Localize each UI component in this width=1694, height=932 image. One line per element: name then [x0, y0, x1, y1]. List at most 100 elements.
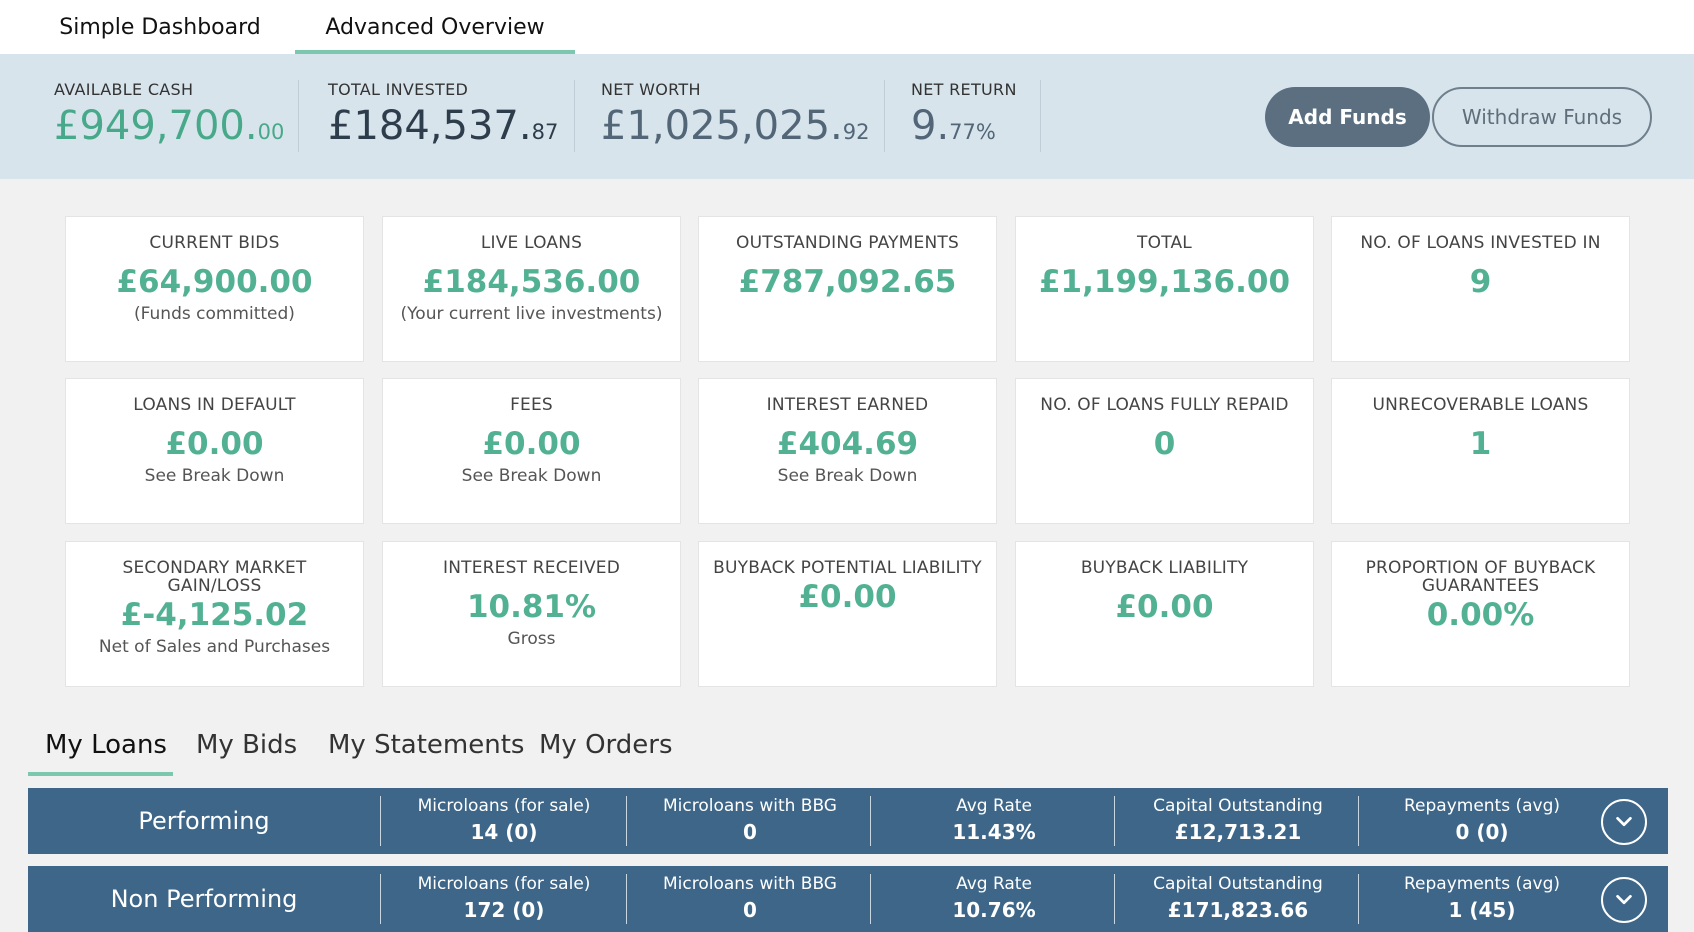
- tab-my-bids[interactable]: My Bids: [196, 730, 298, 760]
- loan-col-header: Repayments (avg): [1403, 796, 1561, 816]
- card-value: 10.81%: [466, 589, 597, 625]
- loan-col-capital-outstanding: Capital Outstanding £171,823.66: [1116, 866, 1360, 932]
- loan-row-performing[interactable]: Performing Microloans (for sale) 14 (0) …: [28, 788, 1668, 854]
- card-title: PROPORTION OF BUYBACK GUARANTEES: [1365, 558, 1596, 596]
- divider: [380, 796, 381, 846]
- loan-col-header: Microloans with BBG: [662, 874, 837, 894]
- active-tab-indicator: [28, 772, 173, 776]
- divider: [574, 80, 575, 152]
- loan-col-header: Avg Rate: [956, 796, 1032, 816]
- card-loans-in-default: LOANS IN DEFAULT £0.00 See Break Down: [65, 378, 364, 524]
- divider: [626, 796, 627, 846]
- divider: [1358, 796, 1359, 846]
- total-invested-main: £184,537.: [328, 103, 532, 149]
- loan-col-value: 0: [743, 898, 757, 922]
- net-return-value: 9.77%: [911, 103, 1017, 149]
- card-title: LOANS IN DEFAULT: [133, 395, 296, 415]
- card-current-bids: CURRENT BIDS £64,900.00 (Funds committed…: [65, 216, 364, 362]
- card-buyback-guarantees: PROPORTION OF BUYBACK GUARANTEES 0.00%: [1331, 541, 1630, 687]
- total-invested-decimal: 87: [531, 120, 559, 144]
- total-invested-label: TOTAL INVESTED: [328, 80, 469, 99]
- loan-col-header: Microloans with BBG: [662, 796, 837, 816]
- card-value: £787,092.65: [738, 264, 957, 300]
- net-worth-stat: NET WORTH £1,025,025.92: [601, 80, 869, 152]
- card-interest-earned: INTEREST EARNED £404.69 See Break Down: [698, 378, 997, 524]
- divider: [1114, 874, 1115, 924]
- loan-row-title: Performing: [138, 807, 270, 835]
- total-invested-stat: TOTAL INVESTED £184,537.87: [328, 80, 558, 152]
- divider: [626, 874, 627, 924]
- card-subtitle: Net of Sales and Purchases: [98, 637, 331, 657]
- tab-my-statements[interactable]: My Statements: [328, 730, 525, 760]
- loan-col-header: Capital Outstanding: [1153, 874, 1323, 894]
- tab-simple-dashboard[interactable]: Simple Dashboard: [59, 14, 261, 40]
- card-value: £0.00: [482, 426, 581, 462]
- total-invested-value: £184,537.87: [328, 103, 558, 149]
- divider: [380, 874, 381, 924]
- see-break-down-link[interactable]: See Break Down: [777, 466, 918, 486]
- card-outstanding-payments: OUTSTANDING PAYMENTS £787,092.65: [698, 216, 997, 362]
- loan-col-microloans-bbg: Microloans with BBG 0: [628, 866, 872, 932]
- divider: [1114, 796, 1115, 846]
- loan-col-avg-rate: Avg Rate 11.43%: [872, 788, 1116, 854]
- loan-col-header: Microloans (for sale): [417, 796, 591, 816]
- card-value: 0: [1153, 426, 1176, 462]
- loan-row-non-performing[interactable]: Non Performing Microloans (for sale) 172…: [28, 866, 1668, 932]
- see-break-down-link[interactable]: See Break Down: [461, 466, 602, 486]
- expand-toggle-button[interactable]: [1601, 799, 1647, 845]
- available-cash-stat: AVAILABLE CASH £949,700.00: [54, 80, 284, 152]
- card-value: £64,900.00: [116, 264, 313, 300]
- expand-toggle-button[interactable]: [1601, 877, 1647, 923]
- withdraw-funds-button[interactable]: Withdraw Funds: [1432, 87, 1652, 147]
- divider: [870, 796, 871, 846]
- card-value: £184,536.00: [422, 264, 641, 300]
- card-title: BUYBACK LIABILITY: [1080, 558, 1249, 578]
- card-title: INTEREST RECEIVED: [442, 558, 621, 578]
- card-value: £0.00: [165, 426, 264, 462]
- divider: [298, 80, 299, 152]
- loan-col-avg-rate: Avg Rate 10.76%: [872, 866, 1116, 932]
- card-title: FEES: [510, 395, 553, 415]
- view-tabs: Simple Dashboard Advanced Overview: [0, 0, 1694, 54]
- net-return-decimal: 77%: [949, 120, 996, 144]
- loan-col-value: 14 (0): [470, 820, 538, 844]
- loan-col-value: 11.43%: [952, 820, 1036, 844]
- card-title: TOTAL: [1137, 233, 1192, 253]
- divider: [884, 80, 885, 152]
- card-fees: FEES £0.00 See Break Down: [382, 378, 681, 524]
- card-value: 1: [1469, 426, 1492, 462]
- card-title: BUYBACK POTENTIAL LIABILITY: [713, 558, 982, 578]
- loan-col-microloans: Microloans (for sale) 14 (0): [382, 788, 626, 854]
- add-funds-button[interactable]: Add Funds: [1265, 87, 1430, 147]
- card-title: NO. OF LOANS INVESTED IN: [1360, 233, 1601, 253]
- card-value: 0.00%: [1426, 597, 1535, 633]
- available-cash-value: £949,700.00: [54, 103, 284, 149]
- net-worth-label: NET WORTH: [601, 80, 701, 99]
- card-title: UNRECOVERABLE LOANS: [1372, 395, 1589, 415]
- available-cash-label: AVAILABLE CASH: [54, 80, 194, 99]
- card-loans-fully-repaid: NO. OF LOANS FULLY REPAID 0: [1015, 378, 1314, 524]
- available-cash-decimal: 00: [257, 120, 285, 144]
- net-worth-decimal: 92: [842, 120, 870, 144]
- card-unrecoverable-loans: UNRECOVERABLE LOANS 1: [1331, 378, 1630, 524]
- tab-my-orders[interactable]: My Orders: [539, 730, 673, 760]
- card-title: OUTSTANDING PAYMENTS: [736, 233, 959, 253]
- card-live-loans: LIVE LOANS £184,536.00 (Your current liv…: [382, 216, 681, 362]
- loan-col-value: 10.76%: [952, 898, 1036, 922]
- chevron-down-icon: [1616, 816, 1632, 827]
- card-title: SECONDARY MARKET GAIN/LOSS: [122, 558, 307, 596]
- tab-my-loans[interactable]: My Loans: [45, 730, 167, 760]
- tab-advanced-overview[interactable]: Advanced Overview: [295, 0, 575, 54]
- loan-col-repayments: Repayments (avg) 0 (0): [1360, 788, 1604, 854]
- loan-col-header: Repayments (avg): [1403, 874, 1561, 894]
- card-interest-received: INTEREST RECEIVED 10.81% Gross: [382, 541, 681, 687]
- loan-col-value: 0 (0): [1455, 820, 1509, 844]
- card-subtitle: (Funds committed): [134, 304, 295, 324]
- net-return-stat: NET RETURN 9.77%: [911, 80, 1017, 152]
- see-break-down-link[interactable]: See Break Down: [144, 466, 285, 486]
- card-subtitle: Gross: [507, 629, 556, 649]
- card-title: INTEREST EARNED: [766, 395, 929, 415]
- loan-col-value: £171,823.66: [1167, 898, 1309, 922]
- card-value: £0.00: [1115, 589, 1214, 625]
- loan-col-value: £12,713.21: [1174, 820, 1302, 844]
